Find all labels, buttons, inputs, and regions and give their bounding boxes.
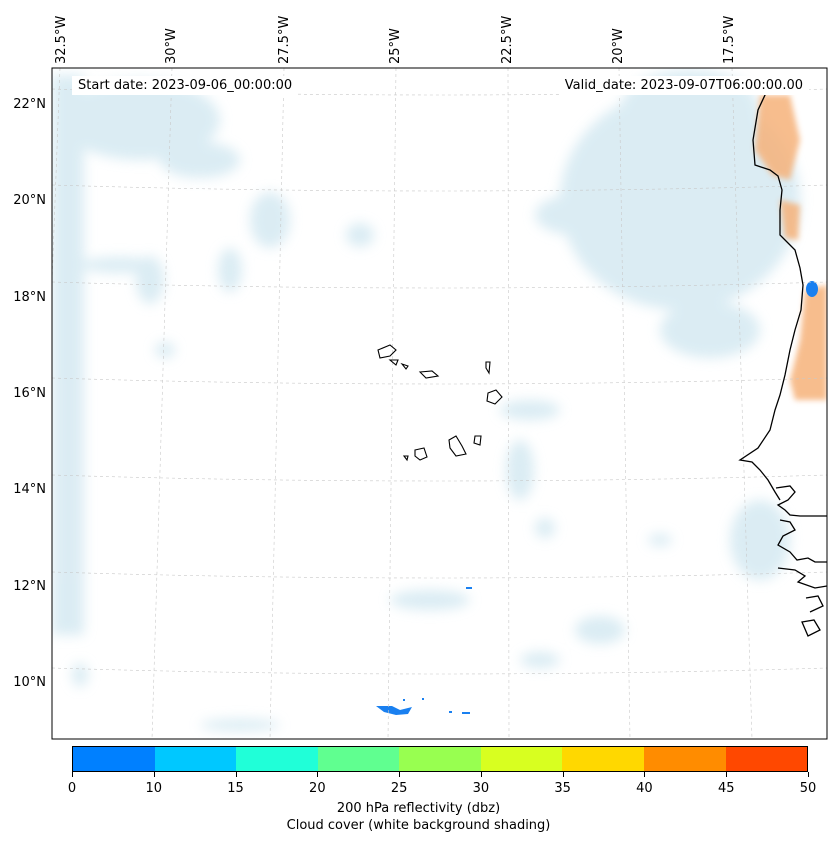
cloud-cover-shading: [52, 70, 800, 731]
colorbar-tick-label: 15: [227, 781, 244, 796]
lat-label-18n: 18°N: [13, 290, 46, 305]
colorbar-tick-mark: [317, 772, 319, 777]
lat-label-14n: 14°N: [13, 482, 46, 497]
lon-label-20w: 20°W: [611, 28, 626, 64]
colorbar-tick-label: 35: [554, 781, 571, 796]
start-date-annotation: Start date: 2023-09-06_00:00:00: [72, 76, 299, 95]
colorbar-tick-mark: [235, 772, 237, 777]
colorbar-tick-label: 45: [717, 781, 735, 796]
lat-label-16n: 16°N: [13, 386, 46, 401]
colorbar-tick-label: 30: [472, 781, 490, 796]
colorbar-tick-mark: [399, 772, 401, 777]
colorbar-segment: [399, 747, 481, 771]
map-area: [52, 68, 827, 739]
colorbar-tick-label: 20: [309, 781, 326, 796]
colorbar-tick-label: 40: [636, 781, 653, 796]
lon-label-17-5w: 17.5°W: [722, 15, 737, 64]
colorbar-tick-label: 10: [145, 781, 163, 796]
africa-coastline: [738, 81, 827, 637]
colorbar-tick-mark: [480, 772, 482, 777]
colorbar-tick-mark: [644, 772, 646, 777]
lon-label-27-5w: 27.5°W: [277, 15, 292, 64]
colorbar-segment: [154, 747, 237, 771]
colorbar-tick-mark: [808, 772, 809, 777]
cape-verde-islands: [377, 344, 503, 462]
colorbar-tick-label: 50: [799, 781, 817, 796]
lat-label-20n: 20°N: [13, 193, 46, 208]
lat-label-22n: 22°N: [13, 97, 46, 112]
colorbar-segment: [73, 747, 155, 771]
lon-label-22-5w: 22.5°W: [500, 15, 515, 64]
colorbar-tick-mark: [72, 772, 73, 777]
colorbar-segment: [480, 747, 563, 771]
lat-label-12n: 12°N: [13, 579, 46, 594]
colorbar-segment: [236, 747, 318, 771]
colorbar-tick-mark: [153, 772, 155, 777]
lat-label-10n: 10°N: [13, 675, 46, 690]
colorbar-label: 200 hPa reflectivity (dbz): [336, 801, 501, 816]
colorbar-segment: [317, 747, 400, 771]
map-frame: [51, 67, 828, 740]
lon-label-25w: 25°W: [388, 28, 403, 64]
colorbar-tick-mark: [562, 772, 564, 777]
colorbar-segment: [725, 747, 808, 771]
colorbar-tick-mark: [726, 772, 728, 777]
lon-label-32-5w: 32.5°W: [54, 15, 69, 64]
colorbar-sublabel: Cloud cover (white background shading): [286, 818, 551, 833]
reflectivity-orange-region: [755, 95, 827, 400]
colorbar-segment: [562, 747, 644, 771]
lon-label-30w: 30°W: [164, 28, 179, 64]
reflectivity-colorbar: [72, 746, 808, 772]
valid-date-annotation: Valid_date: 2023-09-07T06:00:00.00: [558, 76, 809, 95]
colorbar-tick-label: 0: [67, 781, 77, 796]
colorbar-tick-label: 25: [390, 781, 408, 796]
colorbar-segment: [643, 747, 726, 771]
reflectivity-blue-patches: [376, 281, 818, 715]
